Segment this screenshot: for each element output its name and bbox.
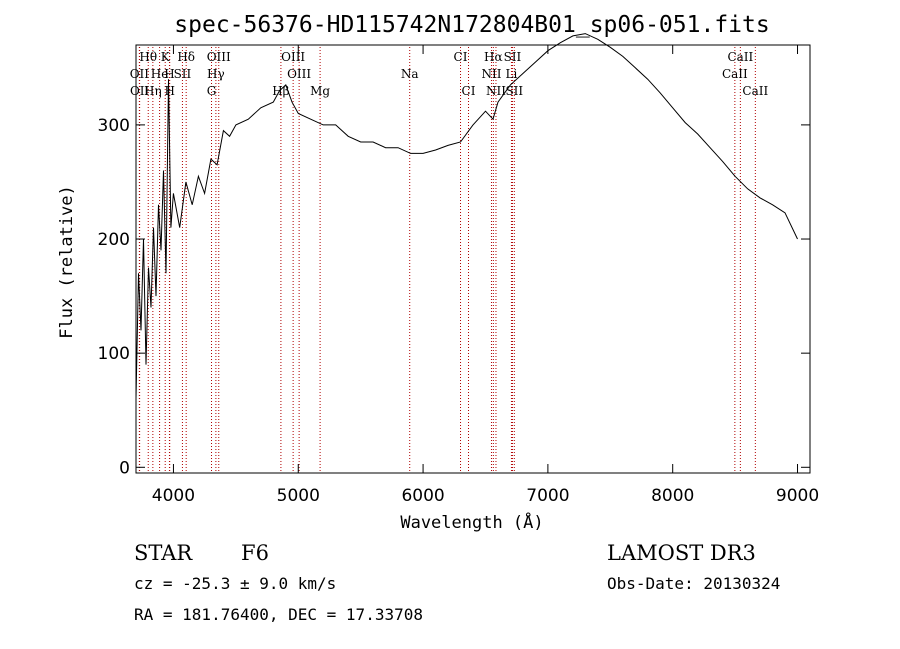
survey-name: LAMOST DR3: [607, 541, 756, 565]
spectral-line-label: Na: [401, 67, 419, 81]
spectral-line-label: OII: [130, 67, 150, 81]
x-axis-label: Wavelength (Å): [400, 511, 543, 533]
spectral-line-label: He: [151, 67, 169, 81]
spectral-line-label: H: [164, 84, 174, 98]
y-tick-label: 300: [98, 116, 130, 136]
spectral-line-label: Hθ: [139, 50, 157, 64]
x-tick-label: 9000: [776, 486, 819, 506]
spectral-line-label: CI: [462, 84, 476, 98]
spectral-line-label: CaII: [722, 67, 748, 81]
spectral-line-label: H: [164, 67, 174, 81]
spectral-line-label: SII: [504, 50, 522, 64]
spectral-line-label: NII: [486, 84, 506, 98]
spectral-line-label: G: [207, 84, 217, 98]
spectral-line-label: OIII: [287, 67, 311, 81]
chart-title: spec-56376-HD115742N172804B01_sp06-051.f…: [174, 12, 769, 38]
spectral-line-label: NII: [481, 67, 501, 81]
spectral-line-label: Mg: [310, 84, 330, 98]
spectral-line-label: SII: [174, 67, 192, 81]
x-tick-label: 8000: [651, 486, 694, 506]
spectral-line-label: CI: [454, 50, 468, 64]
spectral-line-label: Hβ: [272, 84, 289, 98]
object-subclass: F6: [241, 541, 269, 565]
x-axis-ticks: 4000 5000 6000 7000 8000 9000: [152, 45, 819, 506]
spectral-line-label: Hα: [484, 50, 503, 64]
spectral-line-label: CaII: [742, 84, 768, 98]
spectral-line-label: OII: [130, 84, 150, 98]
spectral-line-label: K: [161, 50, 171, 64]
spectral-line-label: SII: [505, 84, 523, 98]
coordinates: RA = 181.76400, DEC = 17.33708: [134, 605, 423, 624]
x-tick-label: 4000: [152, 486, 195, 506]
x-tick-label: 7000: [526, 486, 569, 506]
spectral-line-label: CaII: [727, 50, 753, 64]
spectral-line-label: OIII: [207, 50, 231, 64]
y-tick-label: 200: [98, 230, 130, 250]
y-axis-label: Flux (relative): [57, 185, 77, 339]
spectrum-line: [135, 33, 798, 399]
spectral-line-label: Hδ: [177, 50, 195, 64]
y-axis-ticks: 0 100 200 300: [98, 116, 810, 478]
spectral-line-markers: [138, 47, 756, 473]
spectral-line-label: Hγ: [207, 67, 225, 81]
obs-date: Obs-Date: 20130324: [607, 574, 780, 593]
spectral-line-label: OIII: [281, 50, 305, 64]
cz-value: cz = -25.3 ± 9.0 km/s: [134, 574, 336, 593]
object-class: STAR: [134, 541, 193, 565]
y-tick-label: 100: [98, 344, 130, 364]
y-tick-label: 0: [119, 458, 130, 478]
plot-frame: [135, 44, 811, 474]
spectral-line-label: Hη: [144, 84, 162, 98]
x-tick-label: 6000: [401, 486, 444, 506]
spectral-line-label: Li: [506, 67, 518, 81]
x-tick-label: 5000: [277, 486, 320, 506]
